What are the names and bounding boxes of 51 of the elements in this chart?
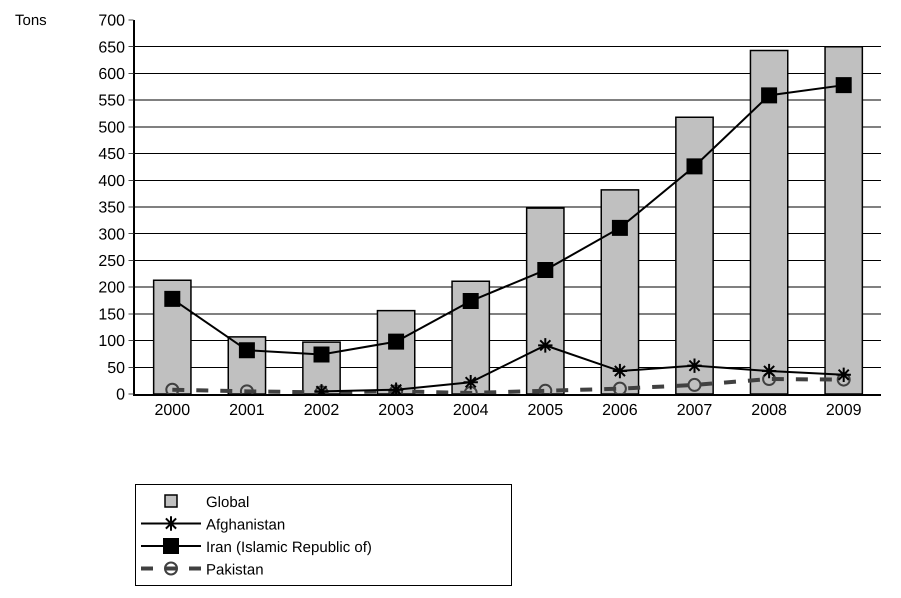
point bbox=[612, 220, 628, 236]
y-tick-label: 600 bbox=[98, 66, 126, 84]
point bbox=[836, 372, 851, 387]
point bbox=[686, 357, 703, 374]
y-tick-label: 250 bbox=[98, 253, 126, 270]
y-tick-label: 0 bbox=[116, 386, 126, 404]
x-tick-label: 2007 bbox=[676, 402, 712, 419]
legend-label: Global bbox=[206, 494, 250, 511]
y-tick-label: 700 bbox=[98, 12, 126, 30]
legend-label: Iran (Islamic Republic of) bbox=[206, 538, 372, 556]
y-tick-label: 550 bbox=[98, 92, 126, 110]
y-tick-label: 400 bbox=[98, 172, 126, 190]
point bbox=[836, 77, 852, 94]
x-tick-label: 2008 bbox=[751, 402, 787, 419]
x-tick-label: 2002 bbox=[304, 402, 340, 419]
y-tick-label: 350 bbox=[98, 200, 126, 217]
point bbox=[688, 378, 702, 392]
point bbox=[164, 290, 180, 307]
point bbox=[537, 262, 554, 278]
point bbox=[836, 366, 852, 383]
point bbox=[612, 362, 628, 380]
x-tick-label: 2001 bbox=[229, 402, 265, 419]
point bbox=[238, 342, 255, 358]
point bbox=[761, 87, 778, 104]
point bbox=[537, 337, 554, 354]
y-tick-label: 650 bbox=[98, 39, 126, 56]
x-tick-label: 2005 bbox=[528, 402, 564, 419]
x-tick-label: 2000 bbox=[154, 402, 190, 419]
x-tick-label: 2004 bbox=[452, 402, 489, 419]
y-tick-label: 450 bbox=[98, 146, 126, 164]
point bbox=[462, 293, 479, 310]
point bbox=[686, 158, 702, 174]
point bbox=[165, 382, 180, 394]
x-tick-label: 2009 bbox=[826, 402, 862, 419]
legend-label: Pakistan bbox=[206, 561, 264, 578]
y-tick-label: 300 bbox=[98, 226, 126, 244]
point bbox=[612, 382, 627, 394]
x-tick-label: 2003 bbox=[378, 402, 414, 419]
legend-label: Afghanistan bbox=[206, 516, 286, 534]
y-tick-label: 50 bbox=[107, 360, 126, 377]
y-tick-label: 500 bbox=[98, 119, 126, 136]
y-tick-label: 200 bbox=[98, 280, 126, 297]
y-tick-label: 100 bbox=[98, 333, 126, 350]
point bbox=[314, 346, 330, 362]
point bbox=[388, 334, 404, 350]
x-tick-label: 2006 bbox=[602, 402, 638, 419]
point bbox=[462, 374, 479, 390]
y-tick-label: 150 bbox=[98, 306, 126, 324]
point bbox=[760, 362, 778, 380]
point bbox=[762, 372, 776, 386]
y-axis-title: Tons bbox=[15, 12, 47, 29]
